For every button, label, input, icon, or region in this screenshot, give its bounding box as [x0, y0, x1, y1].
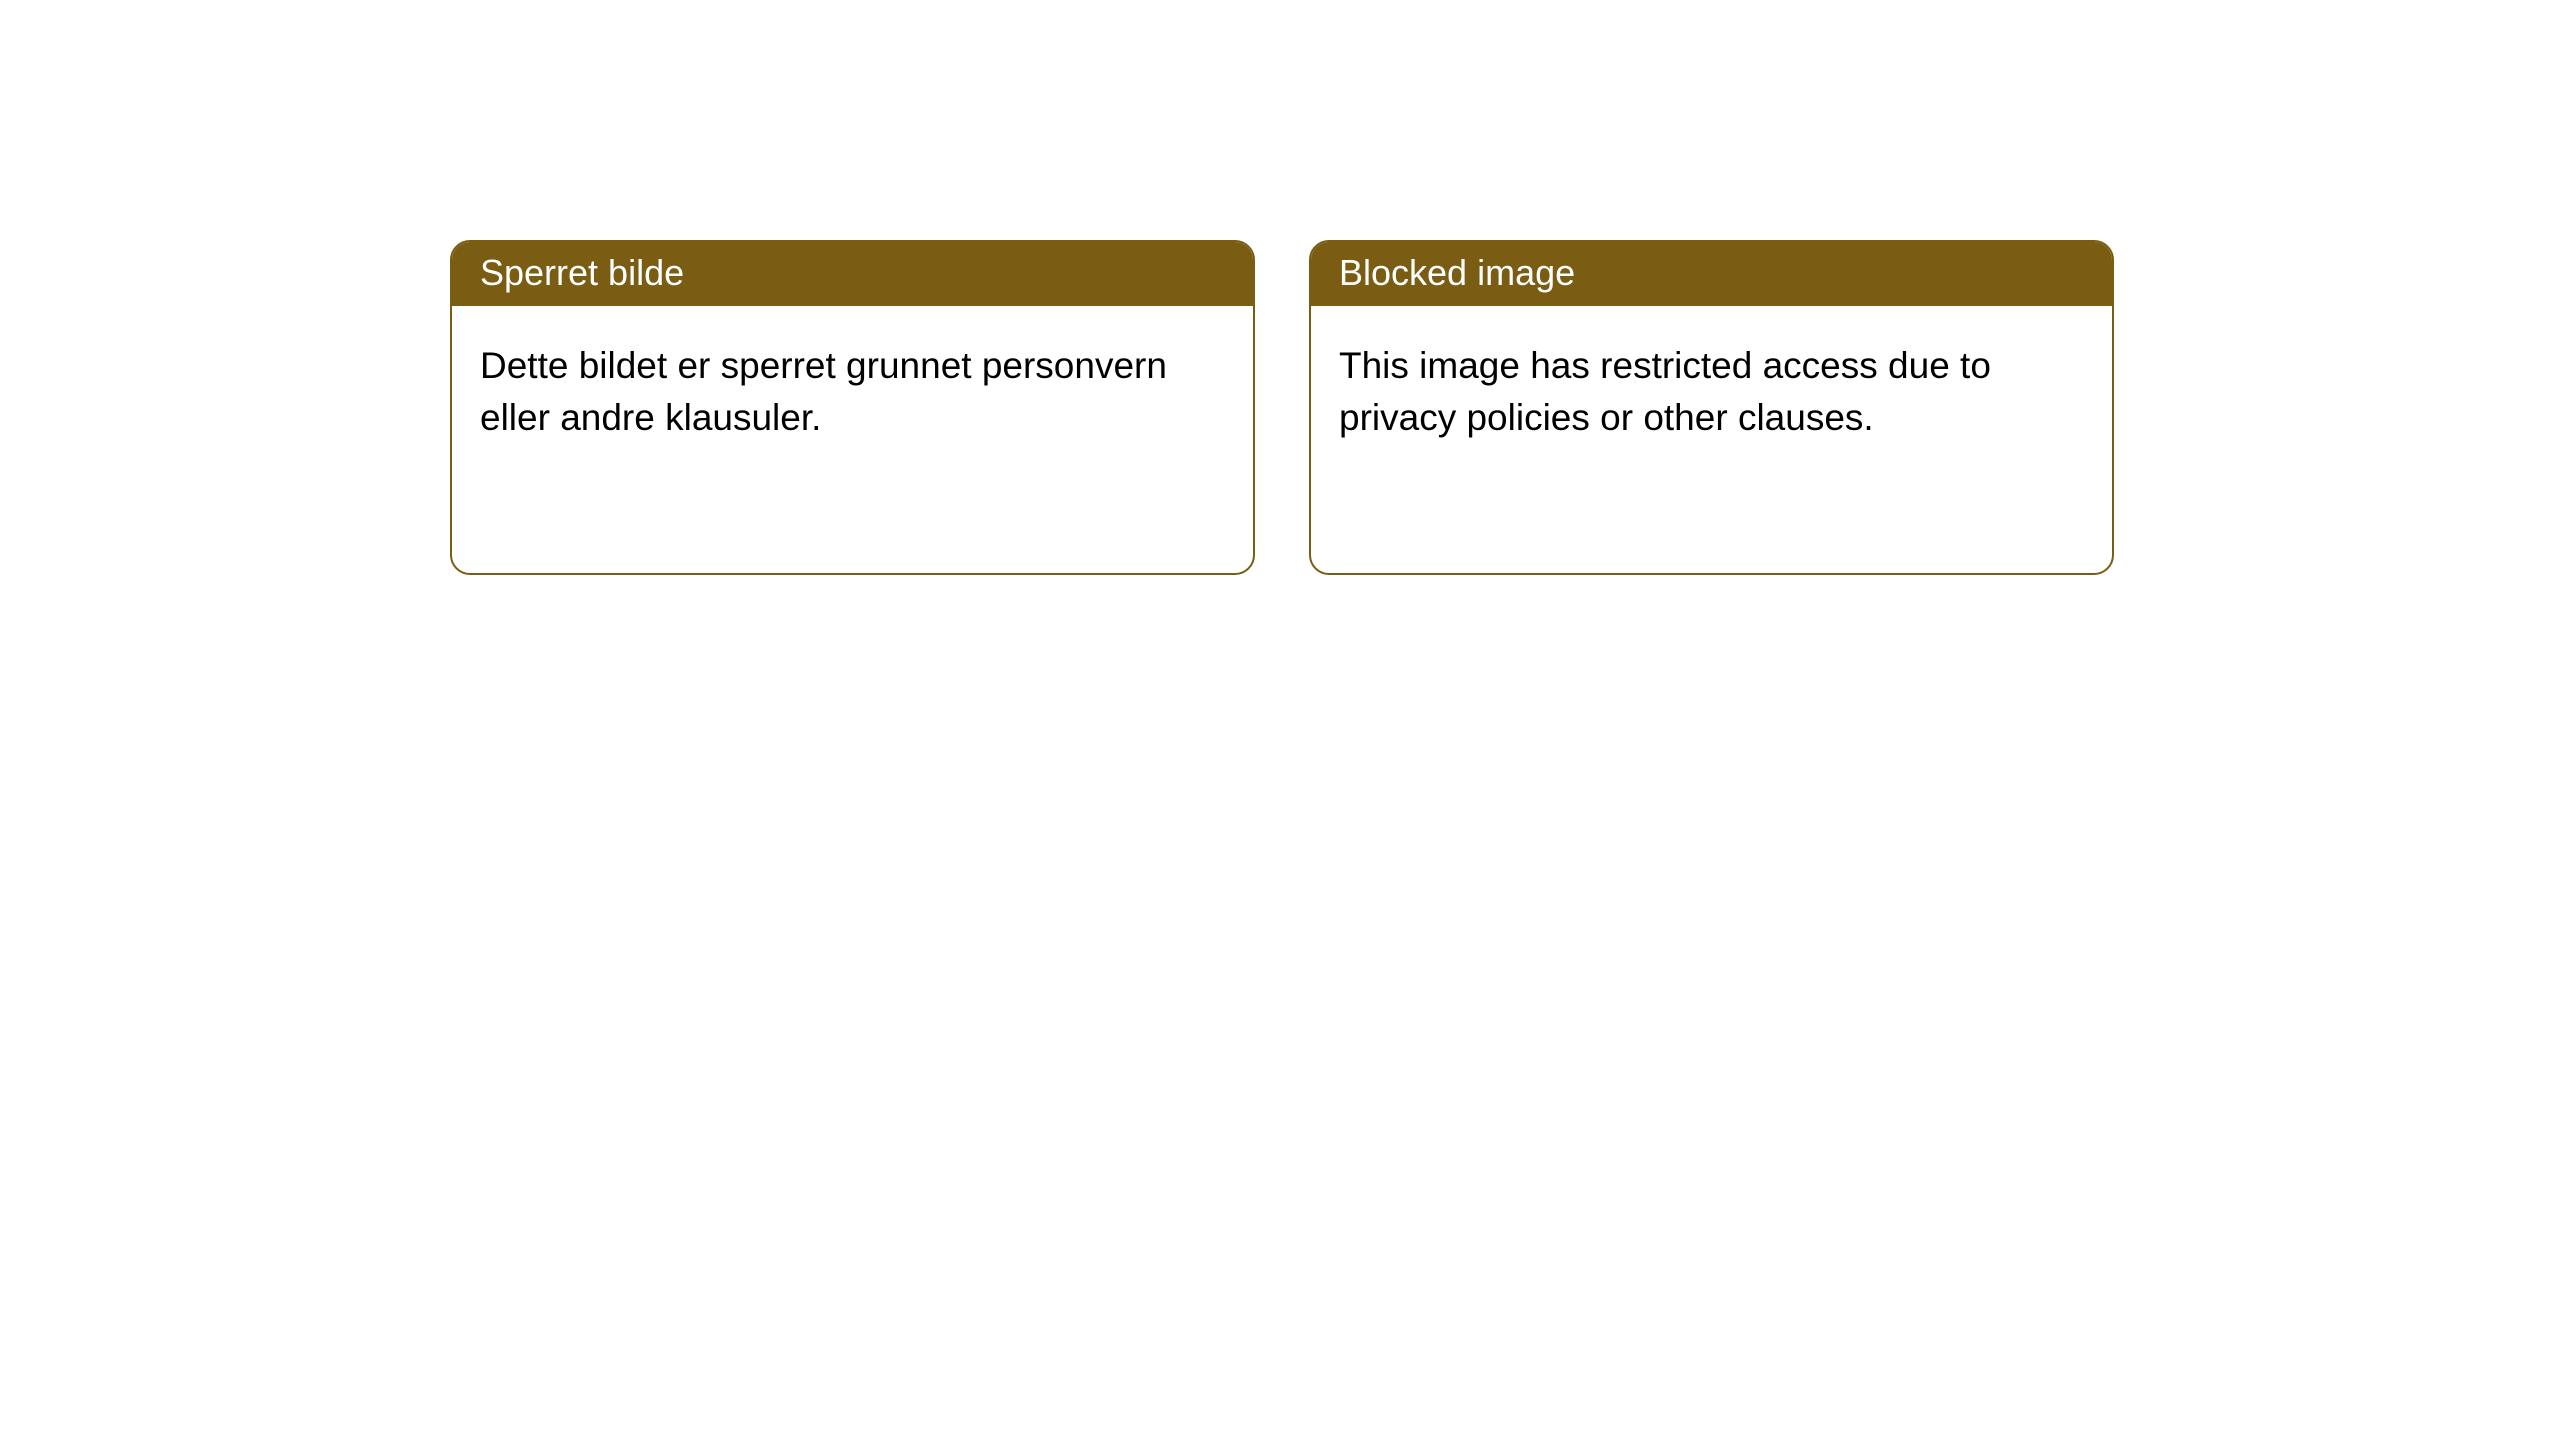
card-header-text-en: Blocked image [1339, 252, 1575, 293]
card-body-text-en: This image has restricted access due to … [1339, 345, 1991, 438]
blocked-image-card-no: Sperret bilde Dette bildet er sperret gr… [450, 240, 1255, 575]
card-header-text-no: Sperret bilde [480, 252, 684, 293]
card-header-en: Blocked image [1311, 242, 2112, 306]
card-body-en: This image has restricted access due to … [1311, 306, 2112, 478]
blocked-image-card-en: Blocked image This image has restricted … [1309, 240, 2114, 575]
card-body-text-no: Dette bildet er sperret grunnet personve… [480, 345, 1167, 438]
card-body-no: Dette bildet er sperret grunnet personve… [452, 306, 1253, 478]
card-header-no: Sperret bilde [452, 242, 1253, 306]
notice-container: Sperret bilde Dette bildet er sperret gr… [0, 0, 2560, 575]
